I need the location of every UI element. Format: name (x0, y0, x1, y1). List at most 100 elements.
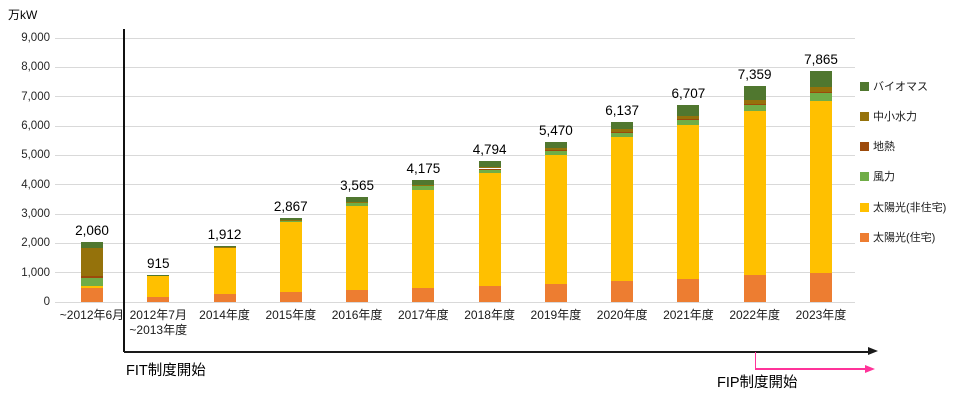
legend-item: 風力 (860, 170, 895, 183)
gridline (55, 272, 855, 274)
bar-segment (412, 186, 435, 190)
bar-segment (412, 184, 435, 187)
bar-segment (81, 285, 103, 289)
y-axis-tick-label: 2,000 (21, 237, 50, 250)
bar-segment (81, 277, 103, 286)
bar-segment (478, 172, 501, 286)
bar-segment (611, 129, 634, 132)
x-axis-category-label: 2020年度 (596, 308, 648, 322)
gridline (55, 242, 855, 244)
legend-color-swatch (860, 141, 869, 151)
legend-color-swatch (860, 81, 869, 91)
legend-label: 風力 (873, 171, 895, 183)
bar-segment (544, 141, 567, 149)
x-axis-category-label: 2018年度 (464, 308, 515, 322)
bar-segment (809, 272, 832, 302)
bar-total-label: 2,867 (273, 198, 308, 214)
x-axis-category-label: 2019年度 (530, 308, 582, 322)
bar-segment (81, 288, 103, 302)
bar-segment (544, 148, 567, 151)
bar-segment (81, 241, 103, 249)
bar-segment (213, 293, 236, 302)
bar-segment (346, 289, 369, 302)
bar-segment (743, 111, 766, 275)
legend-label: バイオマス (873, 81, 928, 93)
bar-total-label: 3,565 (340, 178, 374, 194)
x-axis-category-label: 2021年度 (663, 308, 714, 322)
y-axis-tick-label: 5,000 (21, 149, 50, 162)
bar-segment (279, 220, 302, 223)
bar-segment (677, 116, 700, 120)
bar-segment (279, 292, 302, 302)
bar-total-label: 2,060 (75, 222, 109, 238)
bar-segment (544, 154, 567, 284)
bar-segment (809, 91, 832, 102)
x-axis-category-label: ~2012年6月 (59, 308, 125, 322)
timeline-axis-arrowhead-icon (868, 347, 878, 355)
bar-segment (478, 285, 501, 302)
legend-label: 中小水力 (873, 111, 917, 123)
fip-period-arrowhead-icon (865, 364, 875, 373)
bar-segment (279, 222, 302, 293)
bar-segment (544, 283, 567, 302)
bar-segment (743, 275, 766, 302)
bar-segment (213, 247, 236, 294)
bar-segment (544, 150, 567, 155)
x-axis-category-label: 2012年7月 (129, 308, 187, 322)
fit-start-boundary-line (123, 29, 125, 352)
x-axis-category-label: 2023年度 (795, 308, 847, 322)
bar-total-label: 7,359 (737, 67, 772, 83)
legend-item: 地熱 (860, 140, 895, 153)
bar-total-label: 1,912 (207, 226, 242, 242)
y-axis-tick-label: 8,000 (21, 61, 50, 74)
x-axis-category-label: 2017年度 (397, 308, 449, 322)
legend-item: 中小水力 (860, 110, 917, 123)
legend-color-swatch (860, 232, 869, 242)
bar-segment (611, 137, 634, 282)
gridline (55, 301, 855, 303)
y-axis-unit-label: 万kW (8, 8, 38, 22)
x-axis-category-label: ~2013年度 (129, 323, 188, 337)
gridline (55, 184, 855, 186)
gridline (55, 37, 855, 39)
legend-item: バイオマス (860, 80, 928, 93)
fit-start-annotation: FIT制度開始 (126, 363, 206, 379)
bar-total-label: 6,137 (605, 102, 640, 118)
bar-segment (809, 87, 832, 92)
bar-segment (677, 119, 700, 126)
y-axis-tick-label: 0 (43, 296, 50, 308)
y-axis-tick-label: 4,000 (21, 178, 50, 191)
y-axis-tick-label: 1,000 (21, 266, 50, 279)
bar-total-label: 5,470 (538, 122, 573, 138)
legend-color-swatch (860, 171, 869, 181)
fip-start-annotation: FIP制度開始 (717, 375, 798, 391)
x-axis-category-label: 2016年度 (331, 308, 383, 322)
bar-segment (743, 86, 766, 100)
bar-segment (81, 276, 103, 278)
gridline (55, 96, 855, 98)
x-axis-category-label: 2015年度 (265, 308, 317, 322)
gridline (55, 213, 855, 215)
gridline (55, 125, 855, 127)
legend-item: 太陽光(住宅) (860, 231, 936, 244)
bar-segment (412, 189, 435, 288)
bar-segment (677, 125, 700, 279)
bar-total-label: 4,175 (406, 160, 441, 176)
bar-segment (213, 247, 236, 248)
bar-segment (346, 203, 369, 206)
legend-label: 太陽光(非住宅) (873, 202, 947, 214)
bar-segment (809, 101, 832, 273)
bar-segment (478, 161, 501, 167)
timeline-axis-line (124, 350, 870, 353)
fip-period-line-horizontal (754, 368, 867, 370)
bar-segment (743, 99, 766, 104)
bar-segment (346, 202, 369, 204)
bar-total-label: 6,707 (671, 86, 706, 102)
bar-segment (809, 71, 832, 88)
bar-segment (743, 104, 766, 112)
legend-label: 太陽光(住宅) (873, 232, 936, 244)
legend-color-swatch (860, 111, 869, 121)
y-axis-tick-label: 6,000 (21, 120, 50, 132)
bar-segment (412, 179, 435, 185)
